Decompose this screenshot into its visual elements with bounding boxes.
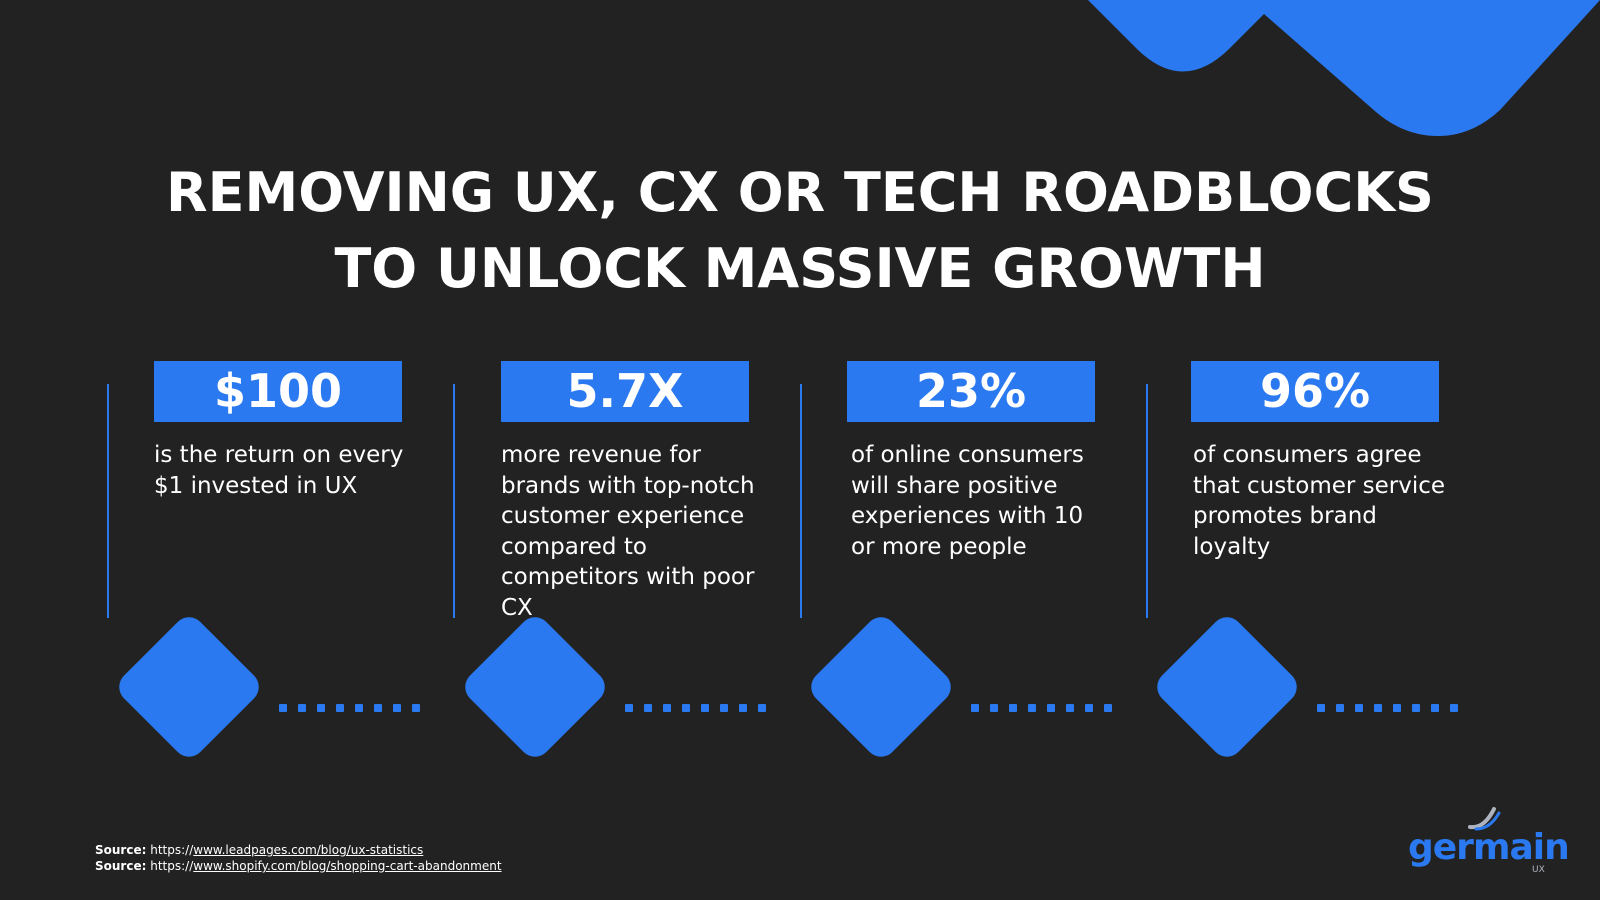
source-prefix: https:// (150, 859, 194, 873)
timeline-dots (279, 702, 420, 714)
stat-description: more revenue for brands with top-notch c… (501, 442, 755, 621)
title-line-1: REMOVING UX, CX OR TECH ROADBLOCKS (166, 161, 1434, 224)
column-divider (1146, 384, 1148, 618)
source-label: Source: (95, 843, 147, 857)
logo-wordmark: germain (1408, 827, 1570, 868)
timeline-dots (1317, 702, 1458, 714)
stat-description: of consumers agree that customer service… (1193, 442, 1446, 560)
source-line: Source: https://www.leadpages.com/blog/u… (95, 842, 502, 858)
stat-description: of online consumers will share positive … (851, 442, 1084, 560)
sources: Source: https://www.leadpages.com/blog/u… (95, 842, 502, 874)
page-title: REMOVING UX, CX OR TECH ROADBLOCKS TO UN… (0, 155, 1600, 307)
stat-value: 96% (1191, 361, 1439, 422)
timeline-dots (971, 702, 1112, 714)
column-divider (453, 384, 455, 618)
stat-value: 5.7X (501, 361, 749, 422)
germain-logo: germain UX (1408, 805, 1570, 875)
source-prefix: https:// (150, 843, 194, 857)
stat-value: 23% (847, 361, 1095, 422)
source-line: Source: https://www.shopify.com/blog/sho… (95, 858, 502, 874)
logo-swoosh-icon (1468, 807, 1501, 831)
source-link[interactable]: www.shopify.com/blog/shopping-cart-aband… (193, 859, 502, 873)
column-divider (800, 384, 802, 618)
stat-description: is the return on every $1 invested in UX (154, 442, 404, 499)
column-divider (107, 384, 109, 618)
source-link[interactable]: www.leadpages.com/blog/ux-statistics (193, 843, 424, 857)
stat-value: $100 (154, 361, 402, 422)
source-label: Source: (95, 859, 147, 873)
logo-subtext: UX (1532, 865, 1545, 875)
title-line-2: TO UNLOCK MASSIVE GROWTH (334, 237, 1266, 300)
timeline-dots (625, 702, 766, 714)
